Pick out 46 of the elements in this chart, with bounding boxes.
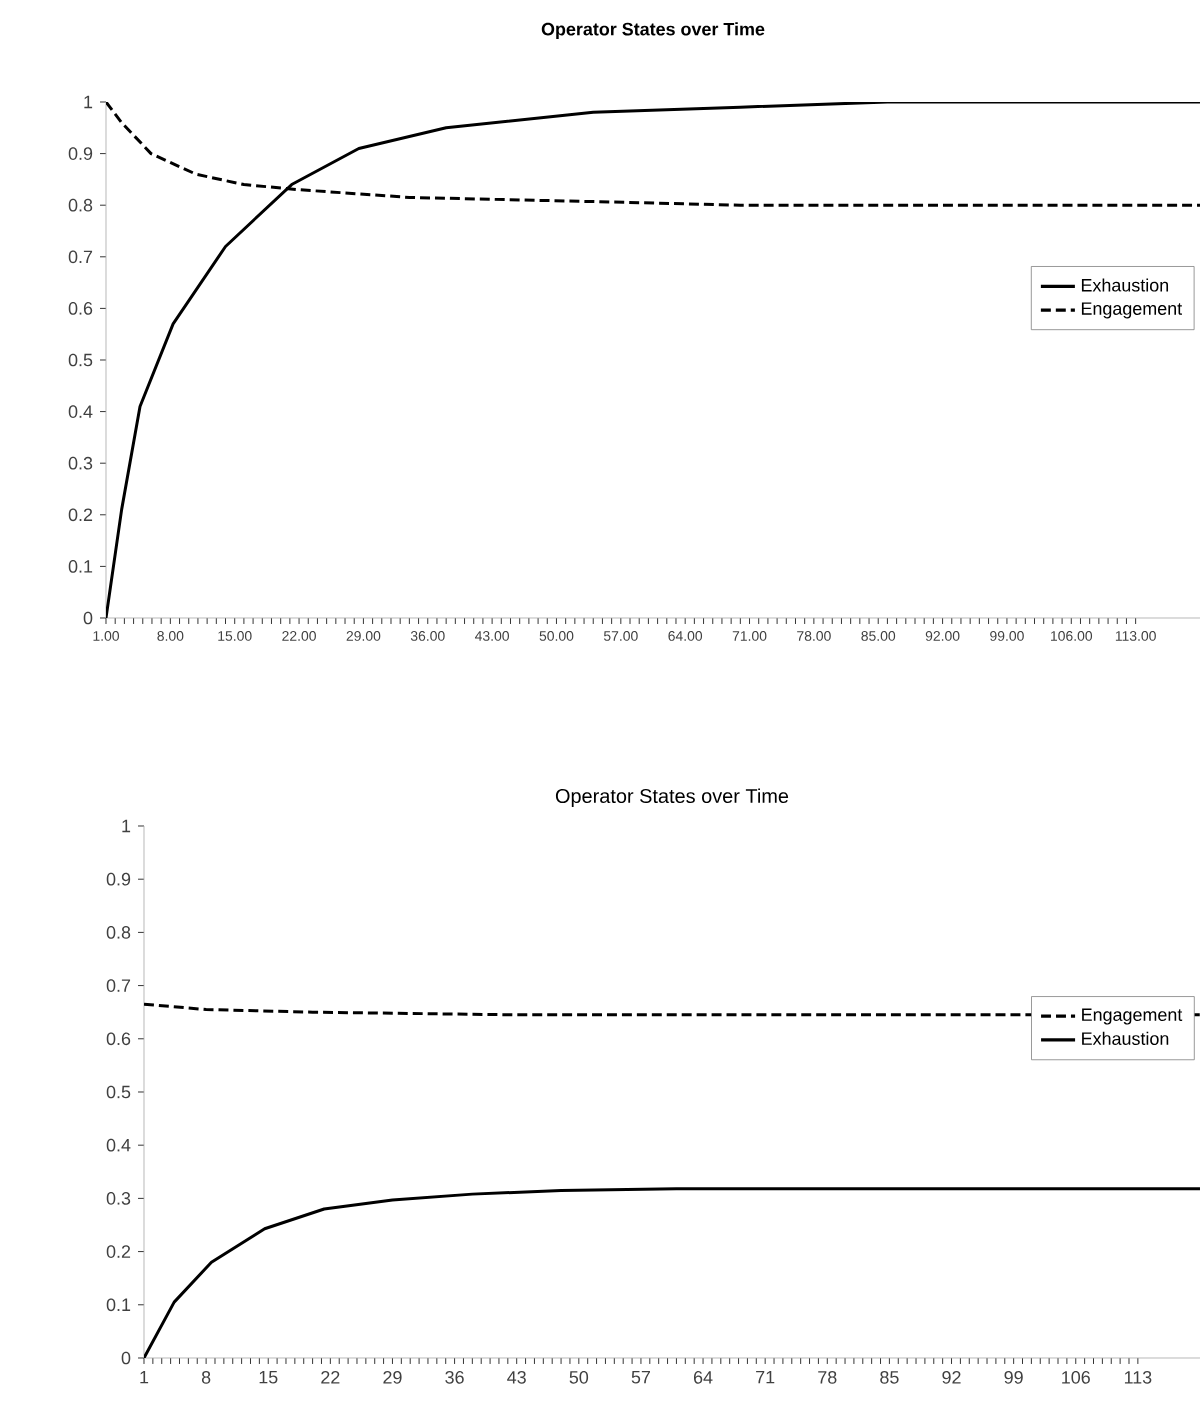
y-tick-label: 1 — [84, 95, 92, 109]
x-tick-label: 92 — [942, 1370, 961, 1384]
y-tick-label: 0.3 — [106, 1192, 131, 1205]
x-tick-label: 29 — [383, 1370, 402, 1384]
chart-title: Operator States over Time — [541, 22, 765, 39]
x-tick-label: 85 — [880, 1370, 899, 1384]
x-tick-label: 50 — [569, 1370, 588, 1384]
x-tick-label: 15 — [259, 1371, 278, 1384]
y-tick-label: 0.5 — [68, 353, 93, 367]
x-tick-label: 22 — [321, 1370, 340, 1384]
x-tick-label: 43 — [506, 1370, 526, 1384]
y-tick-label: 0.4 — [68, 405, 93, 418]
y-tick-label: 0.6 — [106, 1032, 131, 1046]
y-tick-label: 0 — [83, 611, 93, 625]
y-tick-label: 0.8 — [68, 198, 93, 212]
y-tick-label: 0 — [121, 1351, 131, 1365]
y-tick-label: 0.6 — [68, 302, 93, 315]
legend-label: Exhaustion — [1081, 1031, 1169, 1045]
y-tick-label: 0.8 — [106, 926, 131, 939]
y-tick-label: 0.7 — [68, 250, 92, 264]
x-tick-label: 113 — [1124, 1370, 1152, 1384]
x-tick-label: 8 — [201, 1370, 211, 1384]
y-tick-label: 0.5 — [106, 1085, 131, 1099]
x-tick-label: 71 — [755, 1371, 775, 1384]
line-series — [105, 102, 1200, 618]
y-tick-label: 0.2 — [106, 1245, 130, 1258]
y-tick-label: 0.9 — [68, 147, 92, 160]
y-tick-label: 0.7 — [106, 979, 130, 992]
y-tick-label: 1 — [122, 819, 130, 833]
legend-label: Engagement — [1081, 1008, 1183, 1025]
y-tick-label: 0.4 — [106, 1138, 131, 1152]
y-tick-label: 0.2 — [68, 508, 92, 522]
x-tick-label: 99 — [1004, 1370, 1023, 1384]
y-tick-label: 0.1 — [68, 560, 92, 573]
y-tick-label: 0.9 — [106, 872, 130, 886]
x-tick-label: 1 — [140, 1371, 148, 1384]
y-tick-label: 0.3 — [68, 456, 93, 470]
chart-title: Operator States over Time — [555, 788, 788, 807]
x-tick-label: 78 — [818, 1370, 837, 1384]
legend-label: Engagement — [1081, 302, 1182, 319]
y-tick-label: 0.1 — [106, 1298, 130, 1312]
x-tick-label: 36 — [445, 1370, 464, 1384]
x-tick-label: 64 — [693, 1370, 713, 1384]
x-tick-label: 106 — [1061, 1370, 1090, 1384]
legend-label: Exhaustion — [1081, 278, 1168, 292]
x-tick-label: 57 — [631, 1371, 650, 1384]
